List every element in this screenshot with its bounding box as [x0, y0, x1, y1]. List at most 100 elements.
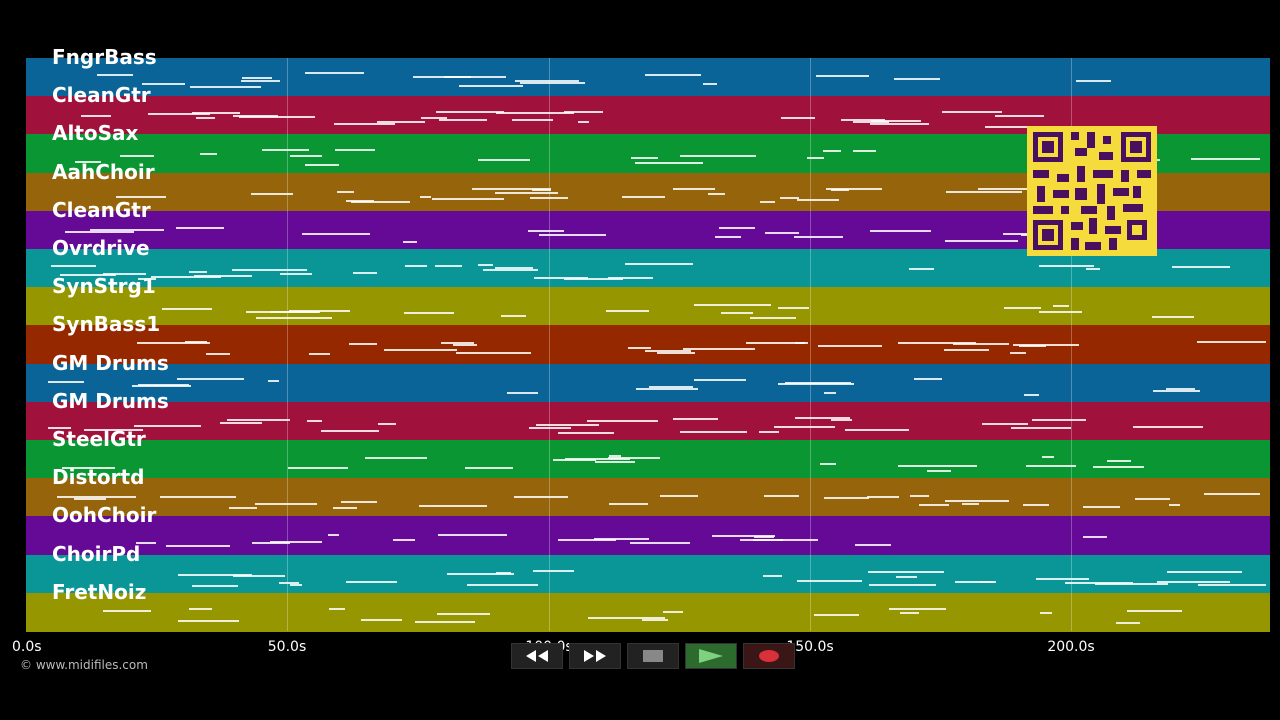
lane-divider [26, 631, 1270, 633]
note-stroke [896, 575, 918, 578]
note-stroke [188, 607, 212, 610]
note-stroke [402, 240, 418, 243]
track-lane[interactable] [26, 325, 1270, 366]
note-stroke [1025, 465, 1077, 468]
note-stroke [438, 119, 488, 122]
note-stroke [645, 350, 692, 352]
note-stroke [607, 276, 653, 279]
note-stroke [594, 538, 649, 541]
note-stroke [435, 110, 504, 113]
track-lane[interactable] [26, 440, 1270, 480]
note-stroke [984, 125, 1033, 128]
note-stroke [778, 382, 854, 385]
note-stroke [1032, 418, 1087, 421]
play-button[interactable] [685, 643, 737, 669]
note-stroke [74, 161, 102, 164]
note-stroke [137, 278, 157, 281]
track-lane[interactable] [26, 363, 1270, 404]
note-stroke [871, 119, 921, 122]
note-stroke [557, 431, 615, 434]
note-stroke [1153, 390, 1200, 393]
rewind-button[interactable] [511, 643, 563, 669]
qr-code-image [1033, 132, 1151, 250]
note-stroke [418, 504, 488, 507]
track-lane[interactable] [26, 58, 1270, 98]
note-stroke [539, 234, 607, 237]
note-stroke [672, 417, 719, 420]
note-stroke [1115, 622, 1140, 625]
note-stroke [529, 427, 572, 430]
note-stroke [831, 418, 853, 421]
note-stroke [413, 75, 471, 78]
note-stroke [232, 269, 307, 272]
note-stroke [1172, 265, 1230, 268]
track-lane[interactable] [26, 401, 1270, 442]
note-stroke [520, 82, 586, 85]
note-stroke [437, 533, 507, 536]
track-label: FretNoiz [52, 579, 147, 604]
note-stroke [332, 507, 358, 510]
note-stroke [845, 429, 909, 432]
note-stroke [753, 535, 775, 538]
note-stroke [304, 72, 365, 75]
note-stroke [645, 74, 701, 77]
note-stroke [242, 76, 272, 79]
note-stroke [750, 316, 796, 319]
note-stroke [762, 574, 782, 577]
note-stroke [711, 534, 775, 537]
note-stroke [900, 612, 919, 615]
fast-forward-button[interactable] [569, 643, 621, 669]
track-lane[interactable] [26, 287, 1270, 328]
qr-code[interactable] [1027, 126, 1157, 256]
note-stroke [404, 264, 428, 267]
track-lane[interactable] [26, 592, 1270, 633]
track-label: FngrBass [52, 45, 157, 69]
note-stroke [852, 120, 889, 123]
piano-roll[interactable] [26, 58, 1270, 633]
note-stroke [177, 574, 252, 577]
note-stroke [630, 157, 659, 160]
note-stroke [1191, 157, 1260, 160]
note-stroke [745, 341, 809, 344]
track-lane[interactable] [26, 516, 1270, 557]
note-stroke [609, 455, 622, 458]
note-stroke [1053, 304, 1069, 307]
note-stroke [320, 430, 379, 433]
note-stroke [944, 349, 990, 352]
note-stroke [994, 115, 1045, 118]
copyright-notice: © www.midifiles.com [20, 658, 148, 672]
note-stroke [464, 466, 514, 469]
note-stroke [246, 311, 321, 314]
note-stroke [869, 230, 931, 233]
note-stroke [47, 381, 84, 384]
note-stroke [431, 197, 504, 200]
note-stroke [586, 420, 658, 423]
note-stroke [478, 264, 493, 267]
note-stroke [1038, 264, 1095, 267]
track-label: SynBass1 [52, 312, 161, 337]
note-stroke [817, 345, 883, 348]
stop-button[interactable] [627, 643, 679, 669]
note-stroke [131, 384, 192, 387]
note-stroke [715, 236, 741, 238]
note-stroke [351, 200, 411, 203]
note-stroke [1002, 233, 1036, 236]
track-label: Distortd [52, 465, 145, 490]
note-stroke [165, 544, 230, 547]
track-lane[interactable] [26, 478, 1270, 519]
note-stroke [353, 272, 378, 275]
note-stroke [528, 230, 564, 233]
note-stroke [641, 619, 669, 622]
track-lane[interactable] [26, 554, 1270, 595]
note-stroke [97, 73, 133, 76]
record-button[interactable] [743, 643, 795, 669]
time-tick-label: 150.0s [786, 639, 834, 655]
note-stroke [185, 341, 207, 344]
note-stroke [62, 466, 116, 469]
note-stroke [941, 110, 1003, 113]
note-stroke [914, 378, 942, 381]
note-stroke [628, 347, 652, 350]
note-stroke [759, 431, 779, 434]
note-stroke [553, 458, 597, 461]
note-stroke [195, 116, 215, 119]
